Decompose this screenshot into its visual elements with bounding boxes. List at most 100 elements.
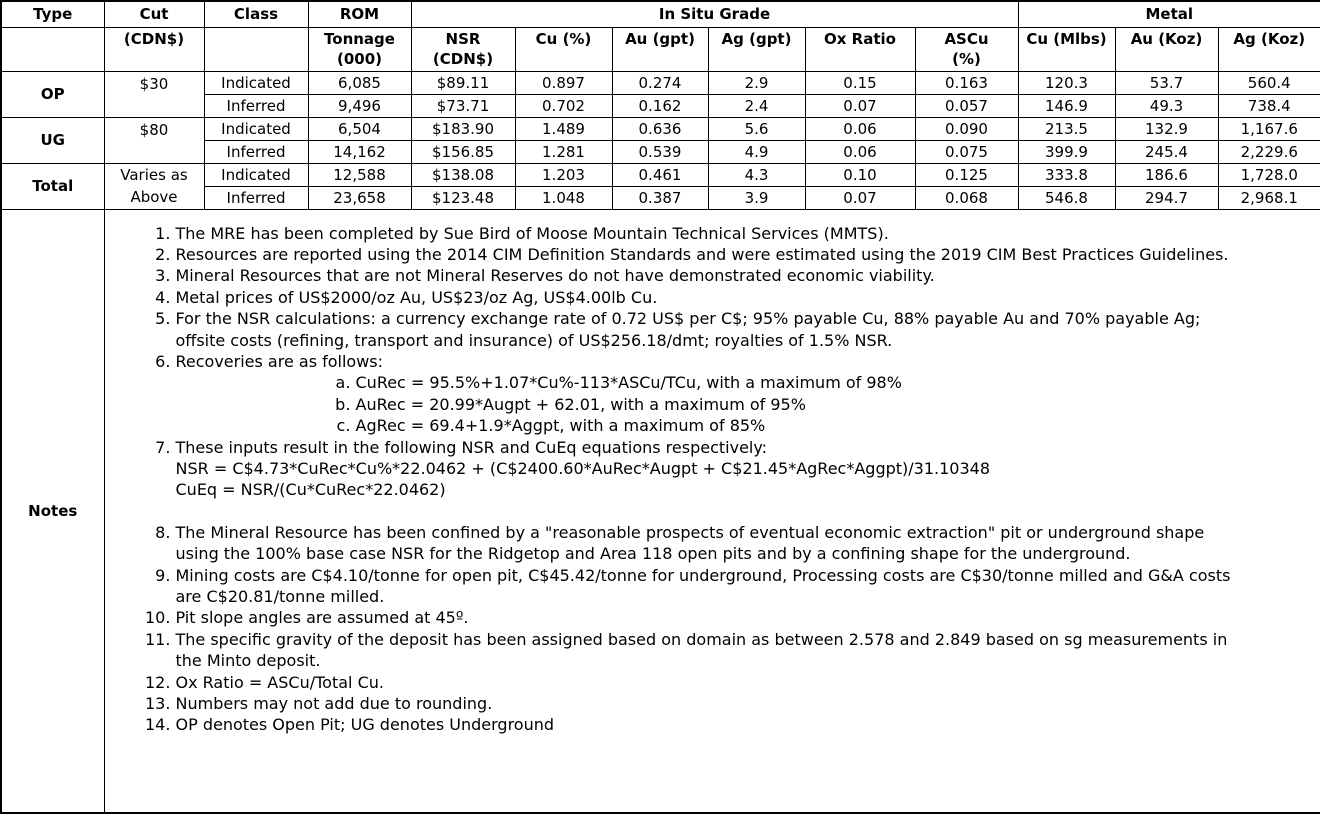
table-row-total-indicated: Total Varies as Above Indicated 12,588 $… bbox=[0, 162, 1320, 210]
note-item-12: Ox Ratio = ASCu/Total Cu. bbox=[176, 672, 1244, 693]
cell-cut-total: Varies as Above bbox=[103, 162, 205, 210]
cell-ox-ratio: 0.07 bbox=[804, 93, 916, 118]
header-nsr: NSR (CDN$) bbox=[410, 26, 516, 72]
cell-type-op: OP bbox=[0, 70, 105, 118]
cell-ag-koz: 738.4 bbox=[1217, 93, 1320, 118]
header-ascu-pct: ASCu (%) bbox=[914, 26, 1019, 72]
cell-class: Inferred bbox=[203, 139, 309, 164]
cell-cu-pct: 1.281 bbox=[514, 139, 613, 164]
cell-au-gpt: 0.274 bbox=[611, 70, 709, 95]
header-class-blank bbox=[203, 26, 309, 72]
note-item-7-text: These inputs result in the following NSR… bbox=[175, 437, 768, 457]
note-item-7: These inputs result in the following NSR… bbox=[176, 437, 1244, 501]
cell-au-gpt: 0.162 bbox=[611, 93, 709, 118]
cell-cu-pct: 0.897 bbox=[514, 70, 613, 95]
cell-nsr: $183.90 bbox=[410, 116, 516, 141]
cell-class: Indicated bbox=[203, 116, 309, 141]
cell-class: Inferred bbox=[203, 93, 309, 118]
table-row-op-inferred: Inferred 9,496 $73.71 0.702 0.162 2.4 0.… bbox=[1, 93, 1320, 118]
cell-au-koz: 53.7 bbox=[1114, 70, 1219, 95]
cell-cu-pct: 1.048 bbox=[514, 185, 613, 210]
note-item-2: Resources are reported using the 2014 CI… bbox=[176, 244, 1244, 265]
cell-tonnage: 14,162 bbox=[307, 139, 412, 164]
cell-ascu: 0.057 bbox=[914, 93, 1019, 118]
cell-cu-pct: 0.702 bbox=[514, 93, 613, 118]
header-row-2: (CDN$) Tonnage (000) NSR (CDN$) Cu (%) A… bbox=[0, 26, 1320, 72]
header-au-koz: Au (Koz) bbox=[1114, 26, 1219, 72]
cell-cu-mlbs: 399.9 bbox=[1017, 139, 1116, 164]
cell-ascu: 0.075 bbox=[914, 139, 1019, 164]
table-row-ug-inferred: Inferred 14,162 $156.85 1.281 0.539 4.9 … bbox=[1, 139, 1320, 164]
note-item-6c: AgRec = 69.4+1.9*Aggpt, with a maximum o… bbox=[356, 415, 1244, 436]
cell-au-koz: 245.4 bbox=[1114, 139, 1219, 164]
notes-label: Notes bbox=[0, 208, 105, 814]
cell-cu-mlbs: 213.5 bbox=[1017, 116, 1116, 141]
header-au-gpt: Au (gpt) bbox=[611, 26, 709, 72]
cell-nsr: $138.08 bbox=[410, 162, 516, 187]
cell-au-gpt: 0.539 bbox=[611, 139, 709, 164]
cell-au-gpt: 0.636 bbox=[611, 116, 709, 141]
header-cut-unit: (CDN$) bbox=[103, 26, 205, 72]
cell-ag-koz: 2,229.6 bbox=[1217, 139, 1320, 164]
cell-cu-mlbs: 146.9 bbox=[1017, 93, 1116, 118]
cell-ag-koz: 1,728.0 bbox=[1217, 162, 1320, 187]
notes-row: Notes The MRE has been completed by Sue … bbox=[0, 208, 1320, 814]
cell-au-koz: 49.3 bbox=[1114, 93, 1219, 118]
cell-tonnage: 6,085 bbox=[307, 70, 412, 95]
cell-au-gpt: 0.461 bbox=[611, 162, 709, 187]
cell-au-koz: 294.7 bbox=[1114, 185, 1219, 210]
cell-au-koz: 132.9 bbox=[1114, 116, 1219, 141]
cell-ag-gpt: 4.3 bbox=[707, 162, 806, 187]
cell-ag-gpt: 3.9 bbox=[707, 185, 806, 210]
cell-ag-gpt: 2.9 bbox=[707, 70, 806, 95]
cell-class: Indicated bbox=[203, 70, 309, 95]
note-item-7-nsr-equation: NSR = C$4.73*CuRec*Cu%*22.0462 + (C$2400… bbox=[175, 458, 991, 478]
cell-nsr: $73.71 bbox=[410, 93, 516, 118]
cell-cu-mlbs: 120.3 bbox=[1017, 70, 1116, 95]
cell-type-ug: UG bbox=[0, 116, 105, 164]
cell-cu-pct: 1.489 bbox=[514, 116, 613, 141]
cell-tonnage: 12,588 bbox=[307, 162, 412, 187]
cell-ascu: 0.090 bbox=[914, 116, 1019, 141]
header-type: Type bbox=[0, 0, 105, 28]
cell-cu-mlbs: 333.8 bbox=[1017, 162, 1116, 187]
cell-ox-ratio: 0.10 bbox=[804, 162, 916, 187]
header-row-1: Type Cut Class ROM In Situ Grade Metal bbox=[0, 0, 1320, 28]
notes-list: The MRE has been completed by Sue Bird o… bbox=[105, 223, 1314, 736]
cell-tonnage: 23,658 bbox=[307, 185, 412, 210]
header-tonnage: Tonnage (000) bbox=[307, 26, 412, 72]
header-cu-mlbs: Cu (Mlbs) bbox=[1017, 26, 1116, 72]
cell-ascu: 0.068 bbox=[914, 185, 1019, 210]
table-row-op-indicated: OP $30 Indicated 6,085 $89.11 0.897 0.27… bbox=[0, 70, 1320, 118]
table-row-ug-indicated: UG $80 Indicated 6,504 $183.90 1.489 0.6… bbox=[0, 116, 1320, 164]
header-group-in-situ-grade: In Situ Grade bbox=[410, 0, 1019, 28]
note-item-14: OP denotes Open Pit; UG denotes Undergro… bbox=[176, 714, 1244, 735]
cell-tonnage: 9,496 bbox=[307, 93, 412, 118]
cell-ag-koz: 2,968.1 bbox=[1217, 185, 1320, 210]
cell-nsr: $156.85 bbox=[410, 139, 516, 164]
note-item-1: The MRE has been completed by Sue Bird o… bbox=[176, 223, 1244, 244]
header-group-metal: Metal bbox=[1017, 0, 1320, 28]
cell-au-gpt: 0.387 bbox=[611, 185, 709, 210]
header-ox-ratio: Ox Ratio bbox=[804, 26, 916, 72]
notes-content: The MRE has been completed by Sue Bird o… bbox=[103, 208, 1320, 814]
header-ag-gpt: Ag (gpt) bbox=[707, 26, 806, 72]
note-item-4: Metal prices of US$2000/oz Au, US$23/oz … bbox=[176, 287, 1244, 308]
cell-tonnage: 6,504 bbox=[307, 116, 412, 141]
cell-class: Indicated bbox=[203, 162, 309, 187]
note-item-6: Recoveries are as follows: CuRec = 95.5%… bbox=[176, 351, 1244, 437]
note-item-3: Mineral Resources that are not Mineral R… bbox=[176, 265, 1244, 286]
cell-type-total: Total bbox=[0, 162, 105, 210]
cell-ox-ratio: 0.07 bbox=[804, 185, 916, 210]
note-item-11: The specific gravity of the deposit has … bbox=[176, 629, 1244, 672]
note-item-6-text: Recoveries are as follows: bbox=[175, 351, 384, 371]
header-class: Class bbox=[203, 0, 309, 28]
cell-nsr: $123.48 bbox=[410, 185, 516, 210]
cell-cut-op: $30 bbox=[103, 70, 205, 118]
header-ag-koz: Ag (Koz) bbox=[1217, 26, 1320, 72]
cell-cu-mlbs: 546.8 bbox=[1017, 185, 1116, 210]
header-rom: ROM bbox=[307, 0, 412, 28]
note-item-6-sublist: CuRec = 95.5%+1.07*Cu%-113*ASCu/TCu, wit… bbox=[176, 372, 1244, 436]
cell-au-koz: 186.6 bbox=[1114, 162, 1219, 187]
cell-class: Inferred bbox=[203, 185, 309, 210]
